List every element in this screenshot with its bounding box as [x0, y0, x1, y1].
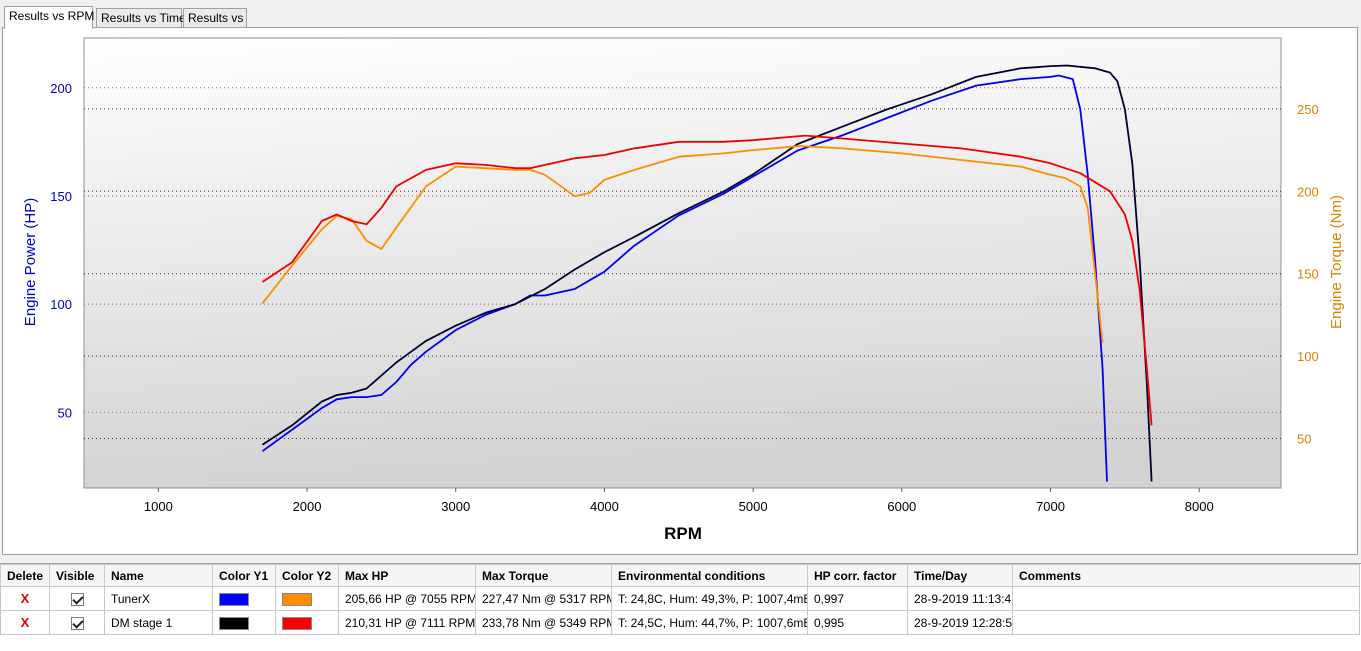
- tab-bar: Results vs RPM Results vs Time Results v…: [4, 6, 1354, 29]
- time-day: 28-9-2019 11:13:42: [907, 586, 1013, 611]
- x-tick-label: 2000: [293, 499, 322, 514]
- col-visible: Visible: [49, 564, 105, 587]
- y2-tick-label: 50: [1297, 432, 1311, 447]
- comments[interactable]: [1012, 610, 1360, 635]
- max-hp: 205,66 HP @ 7055 RPM: [338, 586, 476, 611]
- col-delete: Delete: [0, 564, 50, 587]
- max-hp: 210,31 HP @ 7111 RPM: [338, 610, 476, 635]
- table-header: Delete Visible Name Color Y1 Color Y2 Ma…: [0, 564, 1360, 587]
- color-y1-swatch[interactable]: [219, 592, 249, 606]
- x-tick-label: 8000: [1185, 499, 1214, 514]
- y-tick-label: 150: [50, 189, 72, 204]
- tab-results-vs-rpm[interactable]: Results vs RPM: [4, 6, 94, 29]
- y2-tick-label: 200: [1297, 184, 1319, 199]
- visible-checkbox[interactable]: [70, 592, 84, 606]
- x-axis-title: RPM: [664, 524, 702, 543]
- series-line-3: [261, 134, 1153, 426]
- tab-results-vs-time[interactable]: Results vs Time: [96, 8, 186, 28]
- y-tick-label: 100: [50, 297, 72, 312]
- dyno-chart: 1000 2000 3000 4000 5000 6000 7000 8000 50 100 15…: [22, 37, 1345, 543]
- col-name: Name: [104, 564, 213, 587]
- color-y2-swatch[interactable]: [282, 616, 312, 630]
- color-y2-swatch[interactable]: [282, 592, 312, 606]
- col-color-y2: Color Y2: [275, 564, 339, 587]
- plot-area: [83, 37, 1282, 489]
- series-line-0: [261, 74, 1108, 482]
- y-tick-label: 200: [50, 81, 72, 96]
- visible-checkbox[interactable]: [70, 616, 84, 630]
- table-row[interactable]: X DM stage 1 210,31 HP @ 7111 RPM 233,78…: [0, 610, 1360, 635]
- run-name: DM stage 1: [104, 610, 213, 635]
- hp-corr-factor: 0,995: [807, 610, 908, 635]
- col-color-y1: Color Y1: [212, 564, 276, 587]
- col-comments: Comments: [1012, 564, 1360, 587]
- run-name: TunerX: [104, 586, 213, 611]
- y2-tick-label: 250: [1297, 102, 1319, 117]
- x-tick-label: 5000: [739, 499, 768, 514]
- y2-tick-label: 150: [1297, 267, 1319, 282]
- series-line-1: [261, 64, 1153, 482]
- env-conditions: T: 24,5C, Hum: 44,7%, P: 1007,6mBar: [611, 610, 808, 635]
- x-axis-ticks: 1000 2000 3000 4000 5000 6000 7000 8000: [144, 488, 1214, 514]
- col-corr: HP corr. factor: [807, 564, 908, 587]
- y2-axis-ticks: 50 100 150 200 250: [1297, 102, 1319, 447]
- y2-tick-label: 100: [1297, 349, 1319, 364]
- series-lines: [261, 64, 1153, 482]
- x-tick-label: 6000: [887, 499, 916, 514]
- col-time: Time/Day: [907, 564, 1013, 587]
- delete-icon[interactable]: X: [20, 591, 30, 606]
- color-y1-swatch[interactable]: [219, 616, 249, 630]
- max-torque: 227,47 Nm @ 5317 RPM: [475, 586, 612, 611]
- x-tick-label: 7000: [1036, 499, 1065, 514]
- series-line-2: [261, 145, 1104, 343]
- x-tick-label: 1000: [144, 499, 173, 514]
- y-axis-title: Engine Power (HP): [22, 198, 39, 326]
- results-table: Delete Visible Name Color Y1 Color Y2 Ma…: [0, 563, 1361, 651]
- comments[interactable]: [1012, 586, 1360, 611]
- chart-panel: 1000 2000 3000 4000 5000 6000 7000 8000 50 100 15…: [2, 27, 1358, 555]
- col-env: Environmental conditions: [611, 564, 808, 587]
- x-tick-label: 3000: [441, 499, 470, 514]
- col-max-torque: Max Torque: [475, 564, 612, 587]
- col-max-hp: Max HP: [338, 564, 476, 587]
- delete-icon[interactable]: X: [20, 615, 30, 630]
- max-torque: 233,78 Nm @ 5349 RPM: [475, 610, 612, 635]
- tab-results-vs[interactable]: Results vs: [183, 8, 247, 28]
- y2-axis-title: Engine Torque (Nm): [1328, 195, 1345, 329]
- table-row[interactable]: X TunerX 205,66 HP @ 7055 RPM 227,47 Nm …: [0, 586, 1360, 611]
- y-axis-ticks: 50 100 150 200: [50, 81, 72, 421]
- hp-corr-factor: 0,997: [807, 586, 908, 611]
- env-conditions: T: 24,8C, Hum: 49,3%, P: 1007,4mBar: [611, 586, 808, 611]
- time-day: 28-9-2019 12:28:53: [907, 610, 1013, 635]
- x-tick-label: 4000: [590, 499, 619, 514]
- y-tick-label: 50: [58, 405, 72, 420]
